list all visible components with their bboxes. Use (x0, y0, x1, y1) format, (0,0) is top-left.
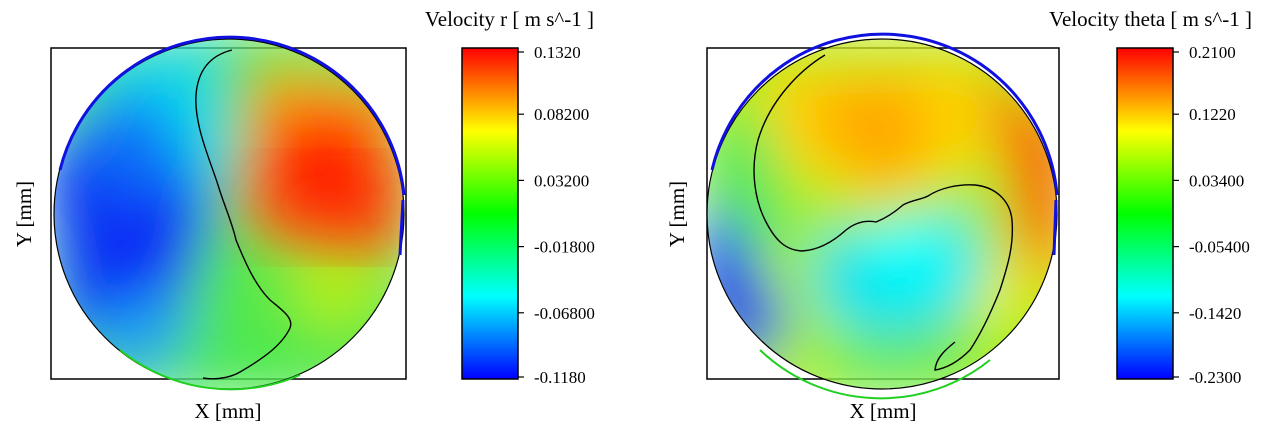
colorbar-tick-label: -0.06800 (534, 304, 595, 323)
y-axis-label: Y [mm] (665, 181, 689, 247)
colorbar-tick-label: 0.08200 (534, 105, 589, 124)
colorbar-tick-label: -0.1420 (1189, 304, 1241, 323)
colorbar-tick-label: -0.01800 (534, 238, 595, 257)
x-axis-label: X [mm] (849, 399, 916, 423)
colorbar-tick-label: 0.1320 (534, 43, 581, 62)
colorbar-tick-label: -0.2300 (1189, 368, 1241, 387)
domain-boundary-top (710, 32, 1059, 196)
x-axis-label: X [mm] (194, 399, 261, 423)
colorbar-tick-label: 0.03200 (534, 171, 589, 190)
zero-contour (195, 49, 292, 380)
colorbar-tick-label: -0.1180 (534, 368, 586, 387)
velocity-r-field (54, 39, 404, 389)
panel-velocity-theta: 0.2100 0.1220 0.03400 -0.05400 -0.1420 -0.230… (665, 7, 1252, 423)
colorbar-title: Velocity theta [ m s^-1 ] (1049, 7, 1252, 31)
colorbar-velocity-r: 0.1320 0.08200 0.03200 -0.01800 -0.06800 -0.1… (461, 43, 595, 387)
zero-contour (753, 54, 1014, 371)
colorbar-tick-label: 0.2100 (1189, 43, 1236, 62)
colorbar-tick-label: 0.1220 (1189, 105, 1236, 124)
domain-outline (706, 38, 1058, 390)
y-axis-label: Y [mm] (12, 181, 36, 247)
domain-boundary-top (58, 35, 406, 196)
colorbar-tick-label: -0.05400 (1189, 238, 1250, 257)
colorbar-title: Velocity r [ m s^-1 ] (425, 7, 594, 31)
colorbar-tick-label: 0.03400 (1189, 171, 1244, 190)
panel-velocity-r: 0.1320 0.08200 0.03200 -0.01800 -0.06800 -0.1… (12, 7, 595, 423)
colorbar-velocity-theta: 0.2100 0.1220 0.03400 -0.05400 -0.1420 -0.230… (1116, 43, 1250, 387)
